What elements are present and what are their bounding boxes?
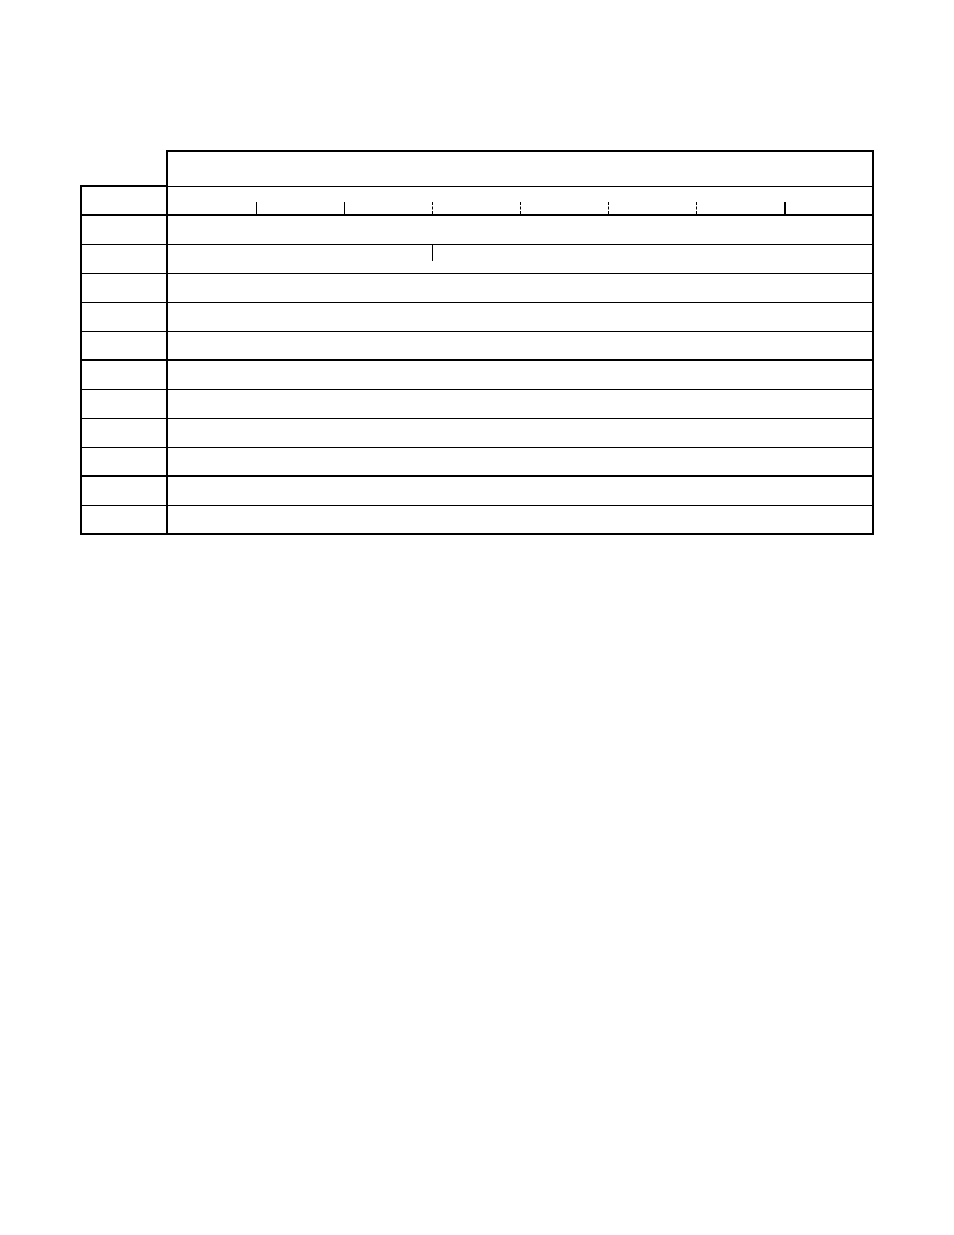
table-row — [81, 215, 873, 244]
col-tick-2 — [344, 202, 345, 214]
table-row — [81, 505, 873, 534]
stub-cell — [81, 215, 167, 244]
table-row — [81, 389, 873, 418]
column-tick-host — [168, 187, 872, 215]
col-tick-4 — [520, 202, 521, 214]
stub-cell — [81, 331, 167, 360]
partial-col-separator — [432, 245, 433, 261]
col-tick-7 — [784, 202, 786, 214]
body-cell — [167, 447, 873, 476]
header-spanner-cell — [167, 151, 873, 186]
stub-header-cell — [81, 186, 167, 215]
col-tick-6 — [696, 202, 697, 214]
body-cell — [167, 476, 873, 505]
schedule-table — [80, 150, 874, 535]
table-row — [81, 418, 873, 447]
stub-cell — [81, 505, 167, 534]
body-cell — [167, 331, 873, 360]
table-row — [81, 273, 873, 302]
stub-cell — [81, 360, 167, 389]
col-tick-5 — [608, 202, 609, 214]
table-row — [81, 360, 873, 389]
stub-cell — [81, 302, 167, 331]
body-cell — [167, 505, 873, 534]
table-row — [81, 476, 873, 505]
stub-cell — [81, 244, 167, 273]
header-spanner-stub-gap — [81, 151, 167, 186]
table-row — [81, 244, 873, 273]
stub-cell — [81, 418, 167, 447]
header-sub-row — [81, 186, 873, 215]
body-cell — [167, 244, 873, 273]
body-cell — [167, 360, 873, 389]
body-cell — [167, 418, 873, 447]
stub-cell — [81, 273, 167, 302]
body-cell — [167, 215, 873, 244]
col-tick-3 — [432, 202, 433, 214]
table — [80, 150, 874, 535]
stub-cell — [81, 389, 167, 418]
body-cell — [167, 302, 873, 331]
sub-header-cell — [167, 186, 873, 215]
col-tick-1 — [256, 202, 257, 214]
body-cell — [167, 273, 873, 302]
body-cell — [167, 389, 873, 418]
stub-cell — [81, 447, 167, 476]
stub-cell — [81, 476, 167, 505]
header-spanner-row — [81, 151, 873, 186]
table-row — [81, 302, 873, 331]
table-row — [81, 447, 873, 476]
table-row — [81, 331, 873, 360]
